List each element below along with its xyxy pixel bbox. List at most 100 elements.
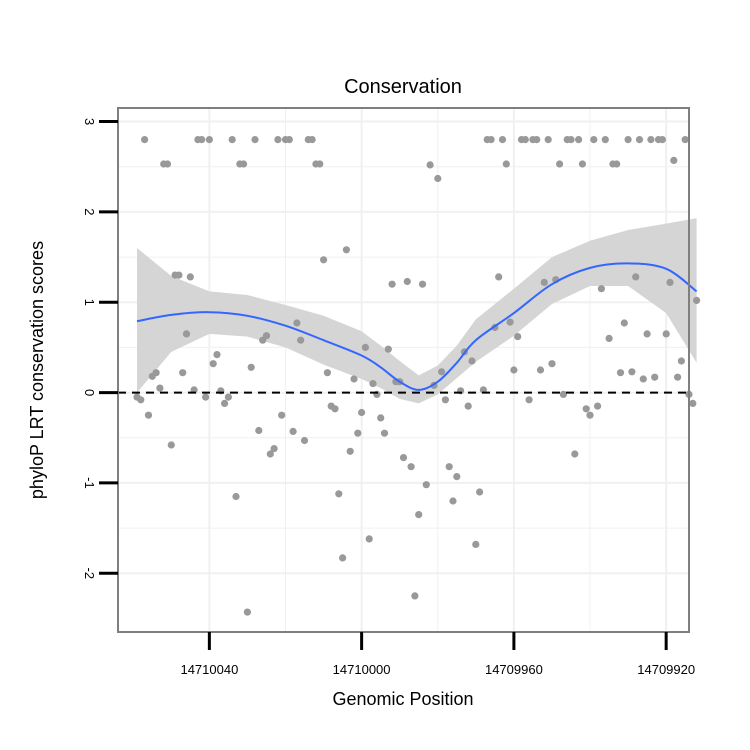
data-point [262,332,271,340]
data-point [213,351,221,359]
data-point [202,393,210,401]
data-point [144,411,153,419]
data-point [285,136,293,144]
data-point [205,136,213,144]
data-point [605,334,613,342]
data-point [266,450,274,458]
data-point [681,136,689,144]
x-tick-label: 14710000 [333,662,391,677]
data-point [308,136,316,144]
data-point [556,160,564,168]
data-point [411,592,419,600]
data-point [495,273,503,281]
data-point [293,319,301,327]
data-point [586,411,594,419]
y-tick-label: -2 [82,568,97,580]
data-point [209,360,217,368]
data-point [674,373,682,381]
x-tick-label: 14709960 [485,662,543,677]
data-point [597,285,606,293]
data-point [506,318,514,326]
data-point [316,160,324,168]
data-point [289,427,297,435]
data-point [594,402,602,410]
data-point [514,333,522,341]
data-point [632,273,640,281]
data-point [354,429,362,437]
data-point [689,399,697,407]
data-point [350,375,358,383]
smooth-line-layer [136,262,698,391]
y-tick-label: -1 [82,477,97,489]
data-point [487,136,495,144]
data-point [502,160,510,168]
data-point [616,369,625,377]
y-axis: -2 -1 0 1 2 3 [82,118,118,579]
data-point [658,136,667,144]
data-point [567,136,575,144]
data-point [365,535,373,543]
data-point [232,492,240,501]
data-point [163,160,172,168]
data-point [476,488,484,496]
data-point [647,136,655,144]
data-point [407,463,415,471]
data-point [399,454,408,462]
data-point [670,156,678,164]
data-point [339,554,347,562]
data-point [335,490,343,498]
y-tick-label: 0 [82,389,97,396]
data-point [559,390,568,398]
confidence-band [137,218,697,404]
data-point [422,481,430,489]
data-point [224,393,232,401]
data-point [575,136,583,144]
data-point [464,402,472,410]
data-point [156,384,164,392]
data-point [472,540,480,549]
data-point [426,161,434,169]
data-point [498,136,507,144]
data-point [449,497,457,505]
data-point [453,473,461,481]
data-point [601,136,609,144]
data-point [251,136,259,144]
y-tick-label: 3 [82,118,97,125]
data-point [182,330,191,338]
data-point [651,373,659,381]
data-point [152,369,160,377]
x-axis: 14710040 14710000 14709960 14709920 [180,632,695,677]
y-tick-label: 1 [82,299,97,306]
data-point [415,510,423,519]
data-point [418,280,427,288]
data-point [221,399,229,407]
data-point [521,136,529,144]
x-tick-label: 14709920 [637,662,695,677]
data-point [624,136,632,144]
data-point [548,360,556,368]
data-point [137,396,145,404]
data-point [438,368,446,376]
data-point [247,363,255,371]
data-point [323,369,331,377]
data-point [384,345,392,353]
panel-border [117,107,690,633]
data-point [582,405,590,413]
data-point [240,160,248,168]
data-point [369,380,377,388]
data-point [571,450,579,458]
data-point [320,256,328,264]
data-point [175,271,183,279]
data-point [693,296,701,304]
data-point [274,136,282,144]
data-point [228,136,236,144]
data-point [510,366,518,374]
y-axis-label: phyloP LRT conservation scores [27,241,47,499]
data-point [544,136,552,144]
data-point [141,136,149,144]
data-point [578,160,587,168]
data-point [243,608,251,616]
data-point [179,369,187,377]
data-point [167,441,175,449]
